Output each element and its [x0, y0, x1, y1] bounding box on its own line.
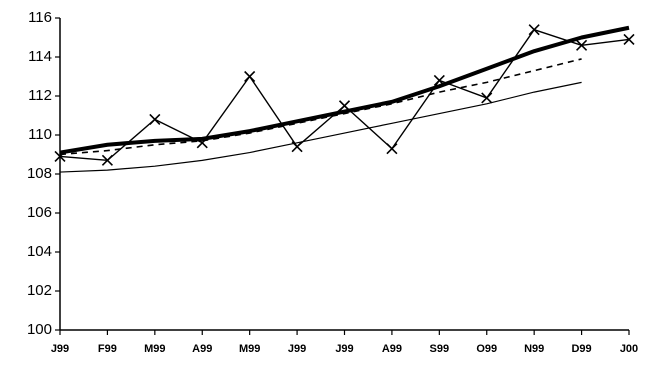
y-tick-label: 108 [27, 165, 52, 182]
point-marker [244, 70, 256, 83]
series-line [59, 81, 582, 173]
x-tick-label: A99 [382, 343, 402, 355]
x-tick-label: J99 [51, 343, 69, 355]
y-tick-label: 114 [28, 48, 52, 65]
y-tick-label: 102 [27, 282, 52, 299]
y-tick-label: 116 [28, 9, 52, 26]
x-tick-label: M99 [144, 343, 165, 355]
x-tick-label: S99 [430, 343, 450, 355]
y-tick-label: 106 [27, 204, 52, 221]
x-tick-label: J99 [335, 343, 353, 355]
point-marker [149, 113, 161, 125]
series-line [59, 25, 630, 155]
point-marker [576, 39, 588, 51]
y-tick-label: 110 [28, 126, 52, 143]
point-marker [623, 33, 635, 46]
x-tick-label: J99 [288, 343, 306, 355]
y-tick-label: 104 [27, 243, 52, 260]
point-marker [528, 24, 540, 36]
x-tick-label: A99 [192, 343, 212, 355]
x-tick-label: J00 [620, 343, 638, 355]
x-tick-label: F99 [98, 343, 117, 355]
point-marker [481, 92, 493, 104]
x-tick-label: N99 [524, 343, 544, 355]
x-tick-label: M99 [239, 343, 260, 355]
x-tick-label: O99 [476, 343, 497, 355]
y-tick-label: 100 [27, 321, 52, 338]
series-line [59, 58, 582, 156]
x-tick-label: D99 [571, 343, 591, 355]
point-marker [101, 154, 113, 166]
y-tick-label: 112 [28, 87, 52, 104]
point-marker [386, 143, 398, 155]
